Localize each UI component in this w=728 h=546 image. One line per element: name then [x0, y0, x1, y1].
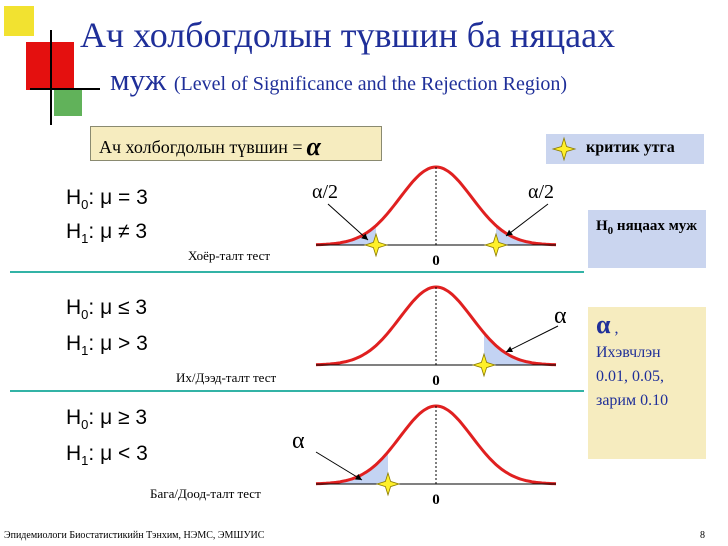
arrow-left-1 — [327, 203, 369, 241]
h-letter: H — [66, 406, 82, 429]
panel-1-h1: H1: μ ≠ 3 — [66, 220, 147, 246]
h-sub: 0 — [81, 307, 89, 323]
rejection-right-2 — [484, 332, 556, 365]
h-letter: H — [66, 296, 82, 319]
tail-label-right-2: α — [554, 303, 567, 329]
panel-2-h0: H0: μ ≤ 3 — [66, 296, 147, 322]
rejection-region-legend: H0 няцаах муж — [588, 210, 706, 268]
panel-1-test-label: Хоёр-талт тест — [188, 248, 271, 263]
alpha-symbol: α — [306, 132, 321, 161]
title-word: муж — [110, 62, 167, 97]
h-letter: H — [66, 442, 82, 465]
h-sub: 1 — [81, 343, 89, 359]
curve-3 — [315, 404, 557, 486]
arrow-right-2 — [505, 325, 559, 353]
arrow-right-1-head — [506, 229, 513, 236]
panel-3-test-label: Бага/Доод-талт тест — [150, 486, 261, 501]
alpha-note-comma: , — [614, 320, 619, 337]
critical-star-right-1 — [483, 232, 509, 258]
h0-text: : μ ≤ 3 — [88, 296, 148, 319]
h0-text: : μ ≥ 3 — [88, 406, 148, 429]
h1-text: : μ > 3 — [88, 332, 148, 355]
h-sub: 0 — [81, 417, 89, 433]
tail-label-left-3: α — [292, 428, 305, 454]
alpha-note-symbol: α — [596, 310, 611, 339]
tail-label-right-1: α/2 — [528, 181, 554, 203]
divider-1 — [10, 271, 584, 273]
alpha-note-line2: 0.01, 0.05, — [596, 368, 664, 385]
critical-star-left-1 — [363, 232, 389, 258]
h-letter: H — [66, 332, 82, 355]
alpha-note-line1: Ихэвчлэн — [596, 344, 661, 361]
rejection-legend-h: H — [596, 218, 608, 234]
divider-2 — [10, 390, 584, 392]
h1-text: : μ < 3 — [88, 442, 148, 465]
arrow-right-1 — [505, 203, 549, 237]
zero-label-1: 0 — [432, 253, 440, 269]
page-title-line2: муж (Level of Significance and the Rejec… — [110, 62, 567, 98]
rejection-legend-text: няцаах муж — [616, 218, 697, 234]
critical-star-legend-icon — [551, 136, 577, 162]
arrow-right-2-head — [506, 346, 513, 353]
rejection-left-3 — [316, 451, 388, 484]
h-sub: 0 — [81, 197, 89, 213]
critical-star-left-3 — [375, 471, 401, 497]
zero-label-3: 0 — [432, 492, 440, 508]
panel-3-h1: H1: μ < 3 — [66, 442, 148, 468]
alpha-note-box: α , Ихэвчлэн 0.01, 0.05, зарим 0.10 — [588, 307, 706, 459]
zero-label-2: 0 — [432, 373, 440, 389]
critical-value-label: критик утга — [586, 139, 675, 156]
arrow-left-1-head — [361, 233, 368, 240]
panel-2-h1: H1: μ > 3 — [66, 332, 148, 358]
significance-label: Ач холбогдолын түвшин = — [99, 137, 303, 157]
arrow-left-3-head — [355, 474, 362, 480]
h-sub: 1 — [81, 231, 89, 247]
decor-vertical-line — [50, 30, 52, 125]
footer-text: Эпидемиологи Биостатистикийн Тэнхим, НЭМ… — [4, 530, 265, 541]
curve-2 — [315, 285, 557, 367]
arrow-left-3 — [315, 451, 363, 481]
panel-3-h0: H0: μ ≥ 3 — [66, 406, 147, 432]
rejection-legend-sub: 0 — [607, 225, 614, 237]
tail-label-left-1: α/2 — [312, 181, 338, 203]
rejection-left-1 — [316, 225, 376, 245]
h0-text: : μ = 3 — [88, 186, 148, 209]
h-letter: H — [66, 220, 82, 243]
rejection-right-1 — [496, 225, 556, 245]
page-subtitle: (Level of Significance and the Rejection… — [173, 73, 568, 95]
critical-star-right-2 — [471, 352, 497, 378]
significance-level-box: Ач холбогдолын түвшин = α — [90, 126, 382, 161]
page-title: Ач холбогдолын түвшин ба няцаах — [80, 15, 616, 55]
decor-horizontal-line — [30, 88, 100, 90]
h1-text: : μ ≠ 3 — [88, 220, 148, 243]
panel-2-test-label: Их/Дээд-талт тест — [176, 370, 277, 385]
alpha-note-line3: зарим 0.10 — [596, 392, 669, 409]
h-letter: H — [66, 186, 82, 209]
decor-yellow-square — [4, 6, 34, 36]
decor-green-square — [54, 88, 82, 116]
curve-1 — [315, 165, 557, 247]
page-number: 8 — [700, 530, 705, 541]
h-sub: 1 — [81, 453, 89, 469]
panel-1-h0: H0: μ = 3 — [66, 186, 148, 212]
